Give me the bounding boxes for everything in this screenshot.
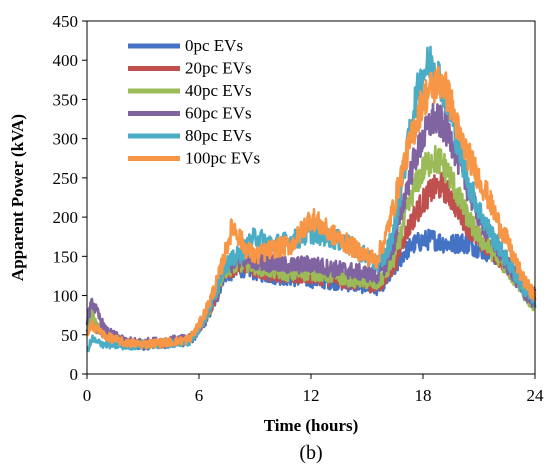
- y-tick-label: 350: [53, 90, 79, 109]
- y-tick-label: 50: [61, 326, 78, 345]
- legend-label-20pc-evs: 20pc EVs: [185, 59, 252, 78]
- series-line-100pc-evs: [85, 65, 537, 350]
- legend-label-100pc-evs: 100pc EVs: [185, 149, 260, 168]
- x-tick-label: 12: [303, 386, 320, 405]
- x-axis-title: Time (hours): [264, 416, 359, 435]
- y-tick-label: 200: [53, 208, 79, 227]
- y-tick-label: 250: [53, 169, 79, 188]
- y-axis-title: Apparent Power (kVA): [8, 114, 27, 281]
- legend-label-80pc-evs: 80pc EVs: [185, 126, 252, 145]
- x-tick-label: 24: [527, 386, 545, 405]
- x-tick-label: 0: [83, 386, 92, 405]
- y-tick-label: 450: [53, 12, 79, 31]
- x-tick-label: 18: [415, 386, 432, 405]
- legend-label-40pc-evs: 40pc EVs: [185, 81, 252, 100]
- figure-caption: (b): [299, 442, 322, 464]
- y-tick-label: 0: [70, 365, 79, 384]
- x-tick-label: 6: [195, 386, 204, 405]
- legend-label-60pc-evs: 60pc EVs: [185, 104, 252, 123]
- y-tick-label: 100: [53, 287, 79, 306]
- series-layer: [85, 45, 537, 353]
- y-tick-label: 300: [53, 130, 79, 149]
- y-tick-label: 400: [53, 51, 79, 70]
- series-line-0pc-evs: [85, 228, 537, 352]
- legend-label-0pc-evs: 0pc EVs: [185, 36, 243, 55]
- axes-layer: 0 50 100 150 200 250 300 350 400 450 0 6 12 18 24: [53, 12, 545, 405]
- legend: 0pc EVs 20pc EVs 40pc EVs 60pc EVs 80pc EVs 1…: [128, 36, 260, 168]
- y-tick-label: 150: [53, 247, 79, 266]
